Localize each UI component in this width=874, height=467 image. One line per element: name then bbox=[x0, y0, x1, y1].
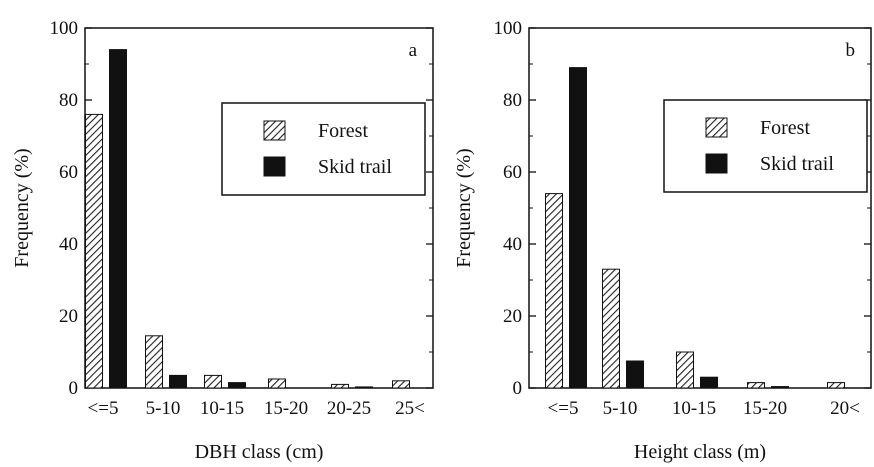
x-tick-label: <=5 bbox=[548, 398, 579, 419]
bar-forest bbox=[268, 378, 286, 389]
chart-panel-a: 0 20 40 60 80 100 <=5 5-10 10-15 15-20 20-25 25< DBH… bbox=[11, 18, 434, 463]
bar-forest bbox=[602, 268, 620, 389]
y-tick-label: 100 bbox=[50, 18, 79, 39]
legend-label-skid-trail: Skid trail bbox=[760, 153, 834, 175]
y-tick-label: 40 bbox=[59, 234, 78, 255]
bar-skid-trail bbox=[569, 67, 587, 389]
y-tick-label: 0 bbox=[69, 378, 79, 399]
x-axis-label: Height class (m) bbox=[634, 441, 766, 463]
bar-skid-trail bbox=[355, 386, 373, 389]
legend-label-skid-trail: Skid trail bbox=[318, 156, 392, 178]
y-tick-label: 20 bbox=[59, 306, 78, 327]
x-tick-label: 5-10 bbox=[603, 398, 638, 419]
y-tick-label: 60 bbox=[503, 162, 522, 183]
x-tick-label: 10-15 bbox=[672, 398, 716, 419]
legend-swatch-skid-trail bbox=[263, 156, 286, 177]
bar-forest bbox=[545, 193, 563, 389]
bar-skid-trail bbox=[626, 360, 644, 389]
legend-label-forest: Forest bbox=[760, 117, 810, 139]
legend: Forest Skid trail bbox=[663, 99, 868, 193]
bar-forest bbox=[331, 383, 349, 389]
chart-panel-b: 0 20 40 60 80 100 <=5 5-10 10-15 15-20 20< Height c… bbox=[453, 18, 872, 463]
x-tick-label: <=5 bbox=[88, 398, 119, 419]
x-tick-label: 20-25 bbox=[327, 398, 371, 419]
y-tick-label: 60 bbox=[59, 162, 78, 183]
x-tick-label: 25< bbox=[395, 398, 425, 419]
legend-label-forest: Forest bbox=[318, 120, 368, 142]
bar-skid-trail bbox=[771, 386, 789, 389]
bar-skid-trail bbox=[169, 374, 187, 389]
bar-skid-trail bbox=[109, 49, 127, 389]
legend-box bbox=[221, 102, 426, 196]
y-tick-label: 100 bbox=[494, 18, 523, 39]
y-axis-label: Frequency (%) bbox=[453, 148, 475, 267]
y-tick-label: 80 bbox=[59, 90, 78, 111]
x-tick-label: 15-20 bbox=[743, 398, 787, 419]
x-tick-label: 20< bbox=[830, 398, 860, 419]
bar-forest bbox=[145, 335, 163, 389]
x-tick-label: 10-15 bbox=[200, 398, 244, 419]
x-axis-label: DBH class (cm) bbox=[195, 441, 324, 463]
bar-forest bbox=[204, 374, 222, 389]
bar-forest bbox=[676, 351, 694, 389]
x-tick-label: 15-20 bbox=[264, 398, 308, 419]
panel-letter: b bbox=[846, 40, 856, 61]
y-tick-label: 0 bbox=[513, 378, 523, 399]
plot-frame bbox=[84, 27, 434, 389]
bar-forest bbox=[747, 382, 765, 389]
bar-forest bbox=[827, 382, 845, 389]
y-tick-label: 80 bbox=[503, 90, 522, 111]
legend: Forest Skid trail bbox=[221, 102, 426, 196]
legend-box bbox=[663, 99, 868, 193]
legend-swatch-forest bbox=[263, 120, 286, 141]
panel-letter: a bbox=[409, 40, 418, 61]
bar-forest bbox=[85, 113, 103, 389]
bar-skid-trail bbox=[228, 382, 246, 389]
x-tick-label: 5-10 bbox=[146, 398, 181, 419]
y-axis-label: Frequency (%) bbox=[11, 148, 33, 267]
bar-forest bbox=[392, 380, 410, 389]
legend-swatch-forest bbox=[705, 117, 728, 138]
bar-skid-trail bbox=[700, 376, 718, 389]
y-tick-label: 20 bbox=[503, 306, 522, 327]
legend-swatch-skid-trail bbox=[705, 153, 728, 174]
y-tick-label: 40 bbox=[503, 234, 522, 255]
